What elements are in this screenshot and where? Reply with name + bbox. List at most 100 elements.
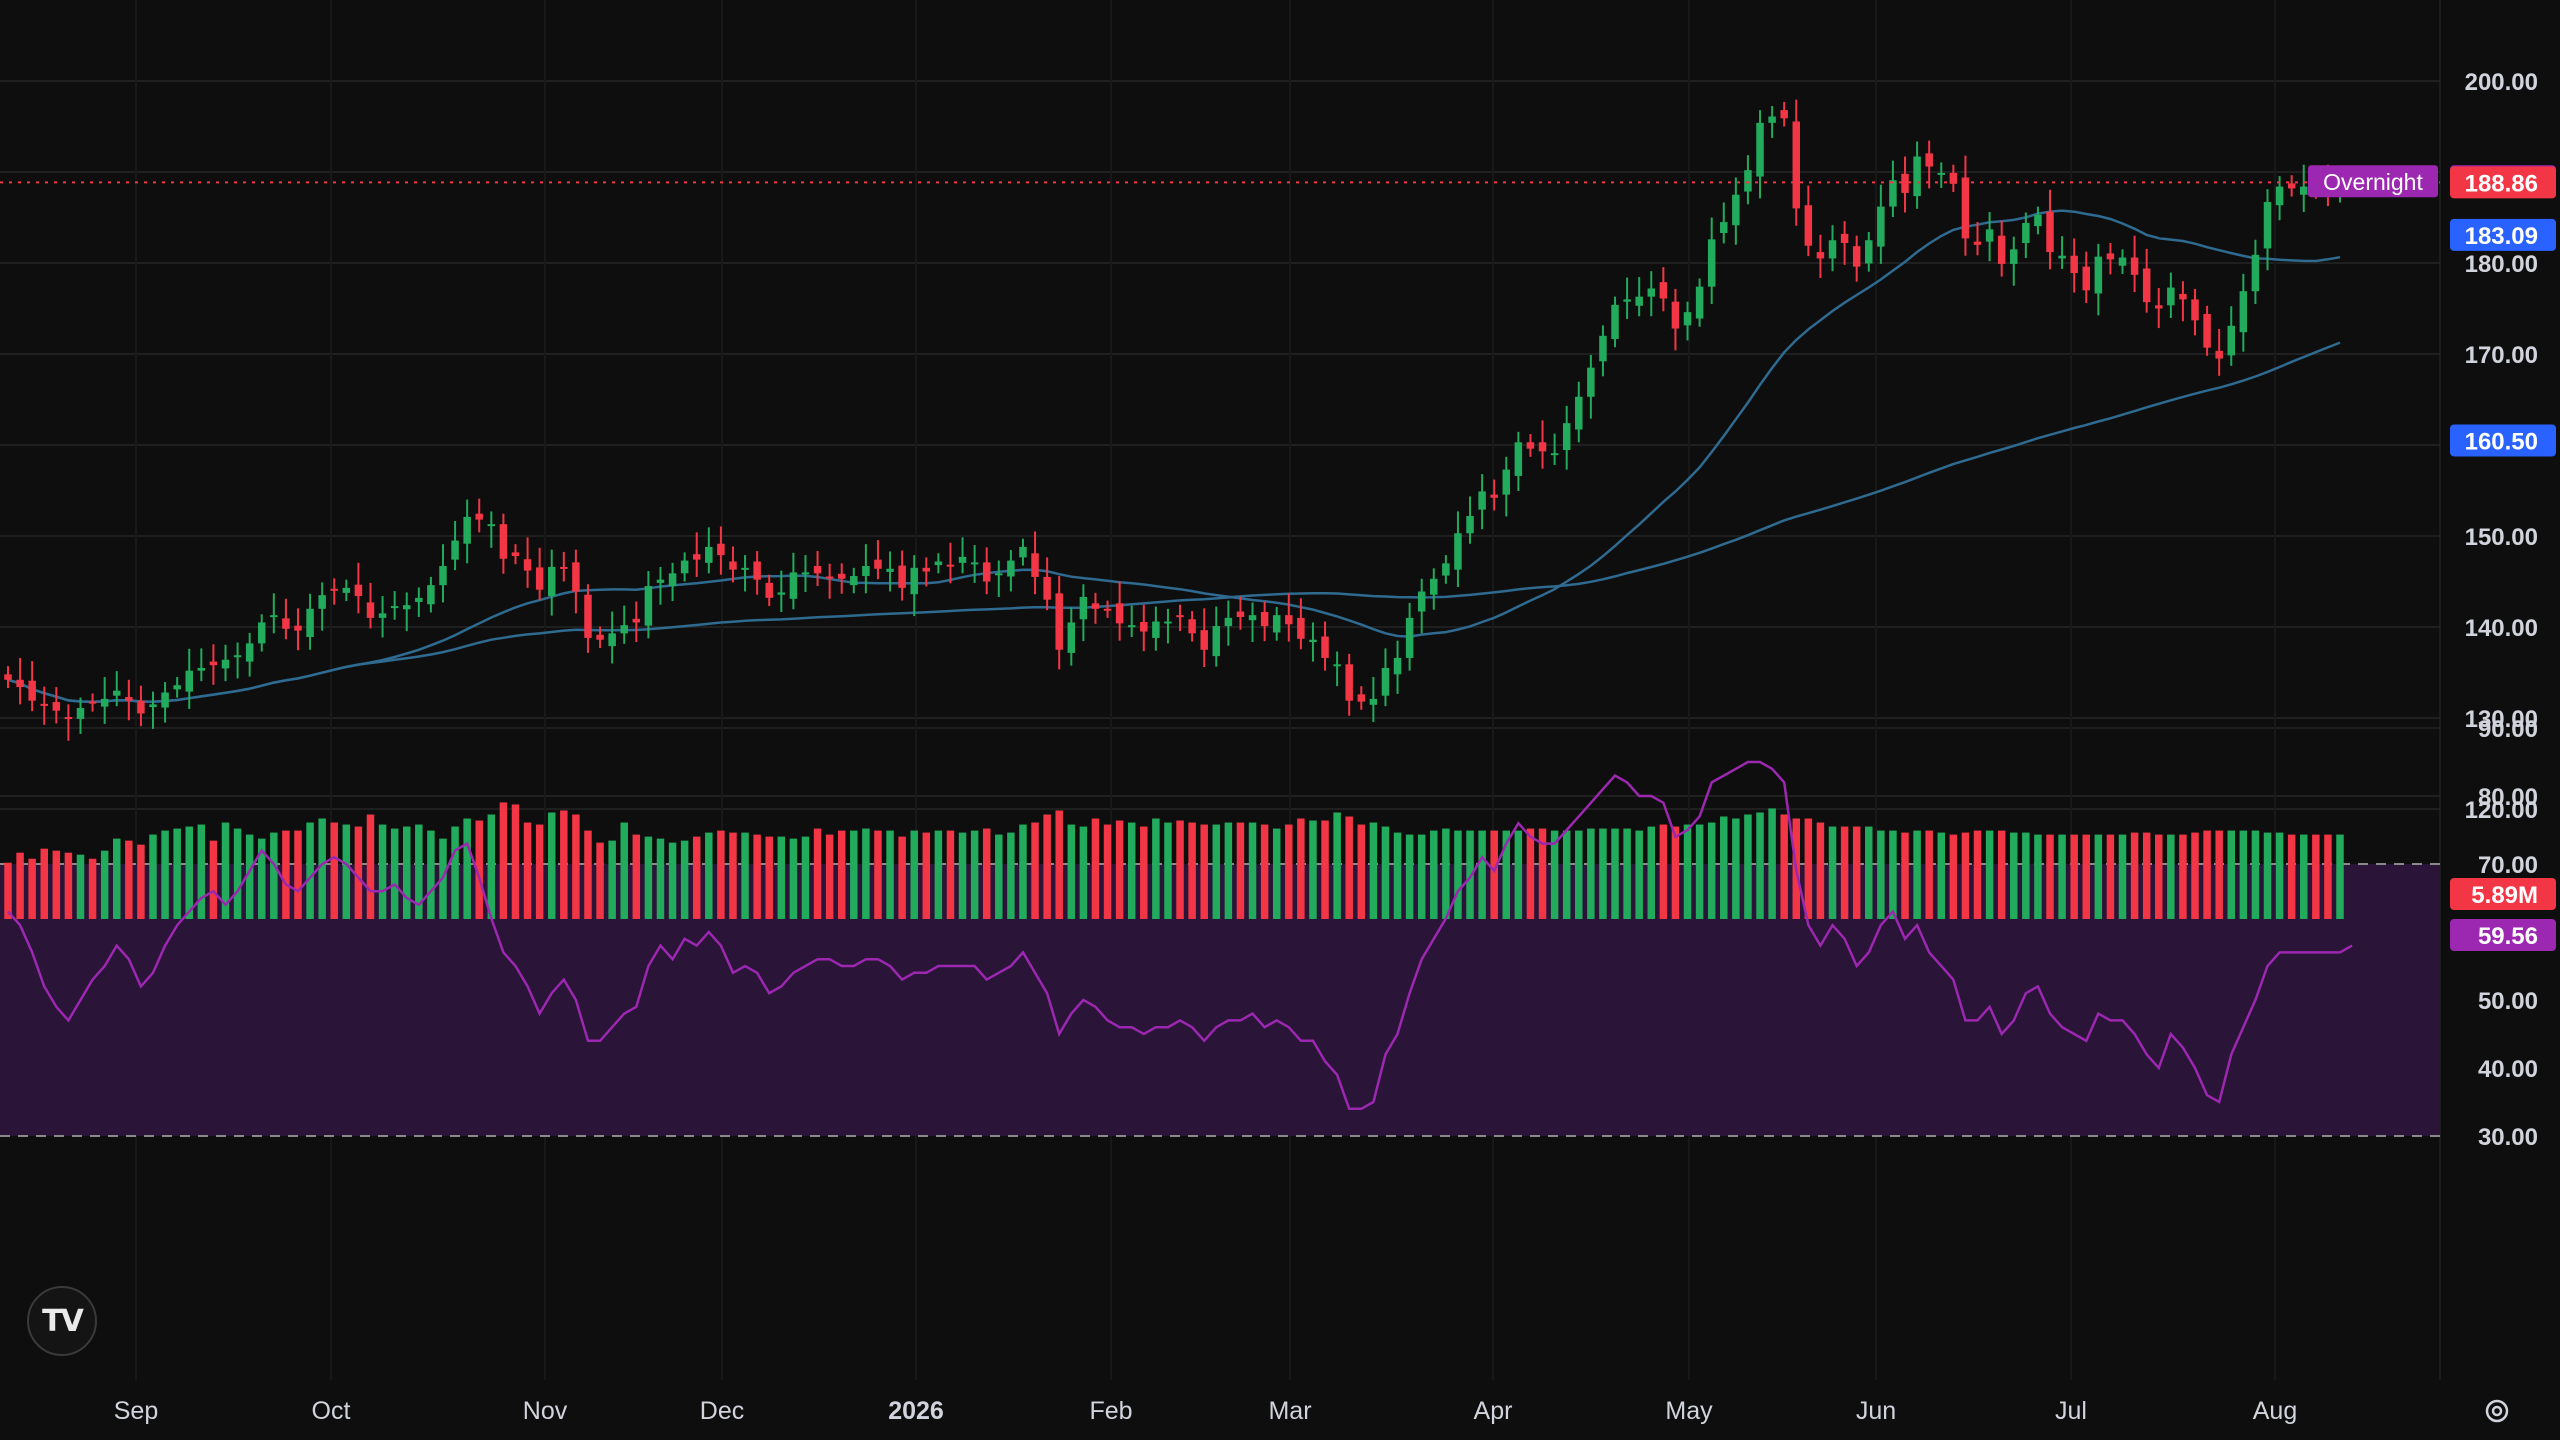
rsi-line [7, 760, 2353, 1111]
volume-bar [680, 840, 689, 919]
candle-body [1768, 116, 1776, 123]
candle-body [1756, 122, 1764, 177]
candle-body [451, 540, 459, 560]
volume-bar [1466, 830, 1474, 919]
candle-body [1913, 156, 1921, 197]
time-tick-label: Oct [312, 1397, 351, 1425]
tradingview-logo-icon[interactable]: TV [27, 1286, 97, 1356]
candle-body [2300, 186, 2308, 195]
candle-body [741, 567, 749, 570]
candle-body [1224, 617, 1233, 627]
candle-body [837, 573, 846, 579]
volume-bar [2263, 832, 2272, 919]
candle-body [2106, 253, 2115, 260]
volume-bar [874, 830, 882, 919]
volume-bar [1816, 822, 1825, 919]
candle-body [1550, 453, 1559, 456]
candle-body [402, 605, 411, 610]
volume-bar [40, 848, 48, 919]
volume-bar [1780, 814, 1788, 919]
volume-bar [1297, 818, 1305, 919]
volume-bar [64, 852, 73, 919]
volume-bar [2239, 830, 2248, 919]
volume-bar [2094, 834, 2103, 919]
candle-body [2022, 222, 2030, 243]
volume-bar [2227, 830, 2235, 919]
candle-body [88, 701, 97, 704]
volume-bar [1043, 814, 1051, 919]
candle-body [1852, 246, 1861, 267]
volume-bar [1635, 830, 1643, 919]
volume-bar [922, 832, 931, 919]
volume-bar [1599, 828, 1607, 919]
candle-body [330, 588, 338, 591]
volume-bar [2300, 834, 2308, 919]
price-tick-label: 150.00 [2465, 524, 2538, 551]
candle-body [1333, 664, 1341, 667]
volume-bar [2215, 830, 2223, 919]
candle-body [1381, 667, 1390, 696]
candle-body [282, 618, 290, 629]
volume-bar [741, 832, 749, 919]
volume-bar [354, 826, 363, 919]
candle-body [1840, 233, 1849, 243]
volume-bar [1140, 826, 1148, 919]
candle-body [1055, 593, 1063, 650]
gear-icon[interactable] [2479, 1393, 2515, 1429]
candle-body [1285, 615, 1293, 625]
candle-body [1611, 304, 1619, 339]
candle-body [1792, 121, 1801, 209]
candle-body [390, 606, 399, 609]
volume-bar [1720, 816, 1728, 919]
volume-bar [1550, 830, 1559, 919]
volume-bar [934, 830, 943, 919]
volume-bar [1442, 828, 1450, 919]
candle-body [1804, 205, 1813, 246]
time-tick-label: Apr [1474, 1397, 1513, 1425]
candle-body [2287, 183, 2296, 189]
candle-body [1152, 621, 1160, 638]
volume-bar [1079, 826, 1088, 919]
volume-bar [185, 826, 193, 919]
volume-bar [1260, 824, 1269, 919]
time-tick-label: Aug [2253, 1397, 2297, 1425]
candle-body [1538, 442, 1547, 452]
volume-bar [2118, 834, 2127, 919]
volume-bar [995, 834, 1003, 919]
candle-body [149, 704, 157, 708]
volume-bar [209, 840, 218, 919]
volume-bar [1127, 822, 1136, 919]
candle-body [161, 692, 169, 708]
volume-bar [2287, 834, 2296, 919]
candle-body [2227, 325, 2235, 356]
volume-bar [1575, 830, 1583, 919]
candle-body [1369, 698, 1378, 705]
volume-bar [221, 822, 230, 919]
volume-bar [499, 802, 508, 919]
volume-bar [125, 840, 133, 919]
candle-body [1115, 603, 1124, 624]
candle-body [415, 597, 423, 602]
rsi-tick-label: 90.00 [2478, 716, 2538, 743]
volume-bar [1055, 810, 1063, 919]
time-tick-label: Nov [523, 1397, 568, 1425]
volume-bar [850, 830, 858, 919]
volume-bar [270, 832, 278, 919]
volume-badge-bg [2450, 878, 2556, 910]
volume-bar [632, 834, 641, 919]
ma-fast-badge-bg [2450, 218, 2556, 251]
candle-body [777, 592, 786, 595]
candles [4, 99, 2344, 741]
candle-body [1345, 664, 1353, 701]
volume-bar [1007, 832, 1015, 919]
candle-body [2239, 291, 2248, 333]
volume-bar [717, 830, 725, 919]
volume-bar [584, 830, 592, 919]
ma-slow-badge-bg [2450, 424, 2556, 457]
volume-bar [2324, 834, 2332, 919]
candle-body [1659, 282, 1668, 299]
volume-bar [692, 836, 701, 919]
candle-body [1019, 546, 1027, 558]
